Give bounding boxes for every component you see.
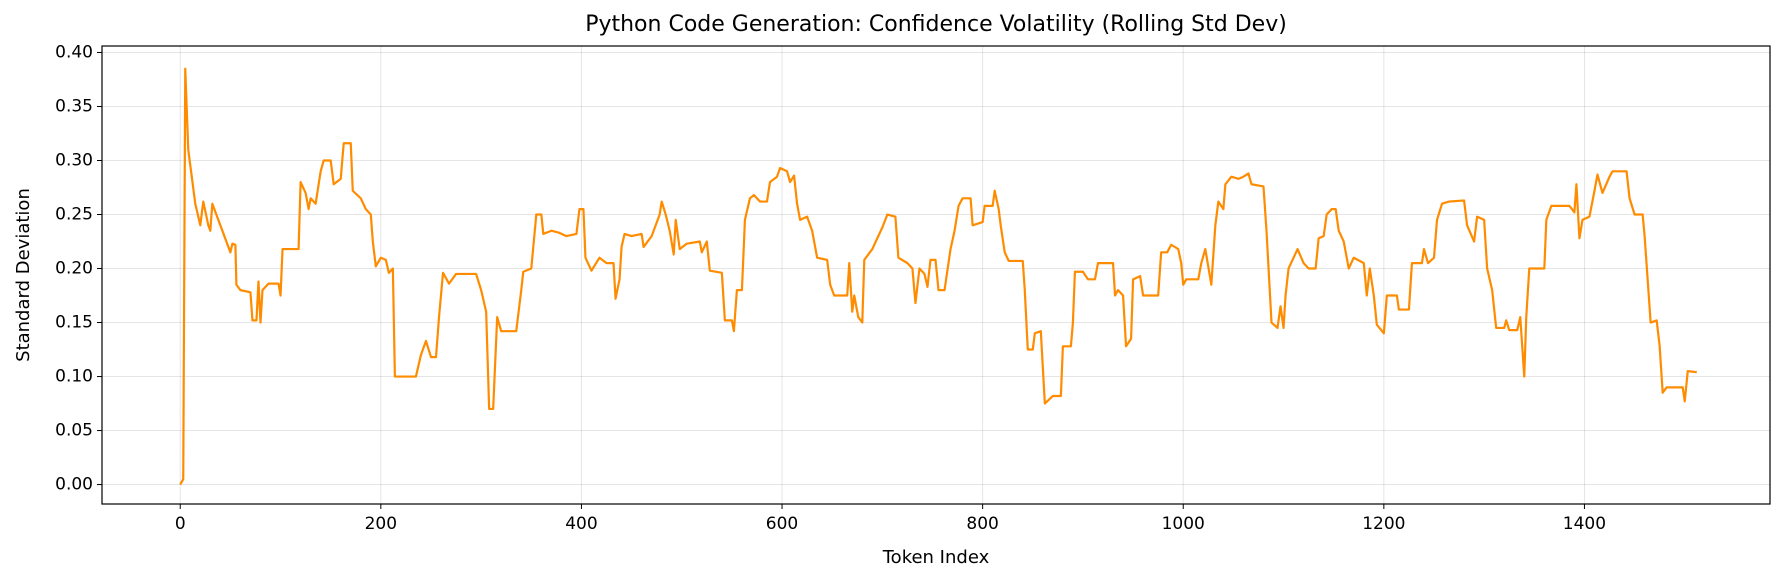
x-tick-label: 1000 <box>1162 514 1205 534</box>
y-tick-label: 0.35 <box>55 96 93 116</box>
x-axis-label: Token Index <box>882 547 990 568</box>
y-tick-label: 0.00 <box>55 475 93 495</box>
x-tick-label: 1400 <box>1563 514 1606 534</box>
plot-frame <box>101 45 1771 505</box>
x-tick-label: 1200 <box>1362 514 1405 534</box>
x-tick-label: 200 <box>365 514 397 534</box>
y-tick-label: 0.20 <box>55 259 93 279</box>
y-tick-label: 0.25 <box>55 205 93 225</box>
y-tick-label: 0.30 <box>55 151 93 171</box>
x-tick-label: 800 <box>966 514 998 534</box>
x-tick-label: 0 <box>175 514 186 534</box>
chart-title: Python Code Generation: Confidence Volat… <box>585 12 1287 37</box>
x-tick-label: 600 <box>766 514 798 534</box>
line-series <box>179 67 1697 486</box>
y-axis-label: Standard Deviation <box>13 188 34 362</box>
y-tick-label: 0.05 <box>55 421 93 441</box>
y-tick-label: 0.10 <box>55 367 93 387</box>
y-tick-label: 0.40 <box>55 42 93 62</box>
y-tick-label: 0.15 <box>55 313 93 333</box>
x-tick-label: 400 <box>565 514 597 534</box>
